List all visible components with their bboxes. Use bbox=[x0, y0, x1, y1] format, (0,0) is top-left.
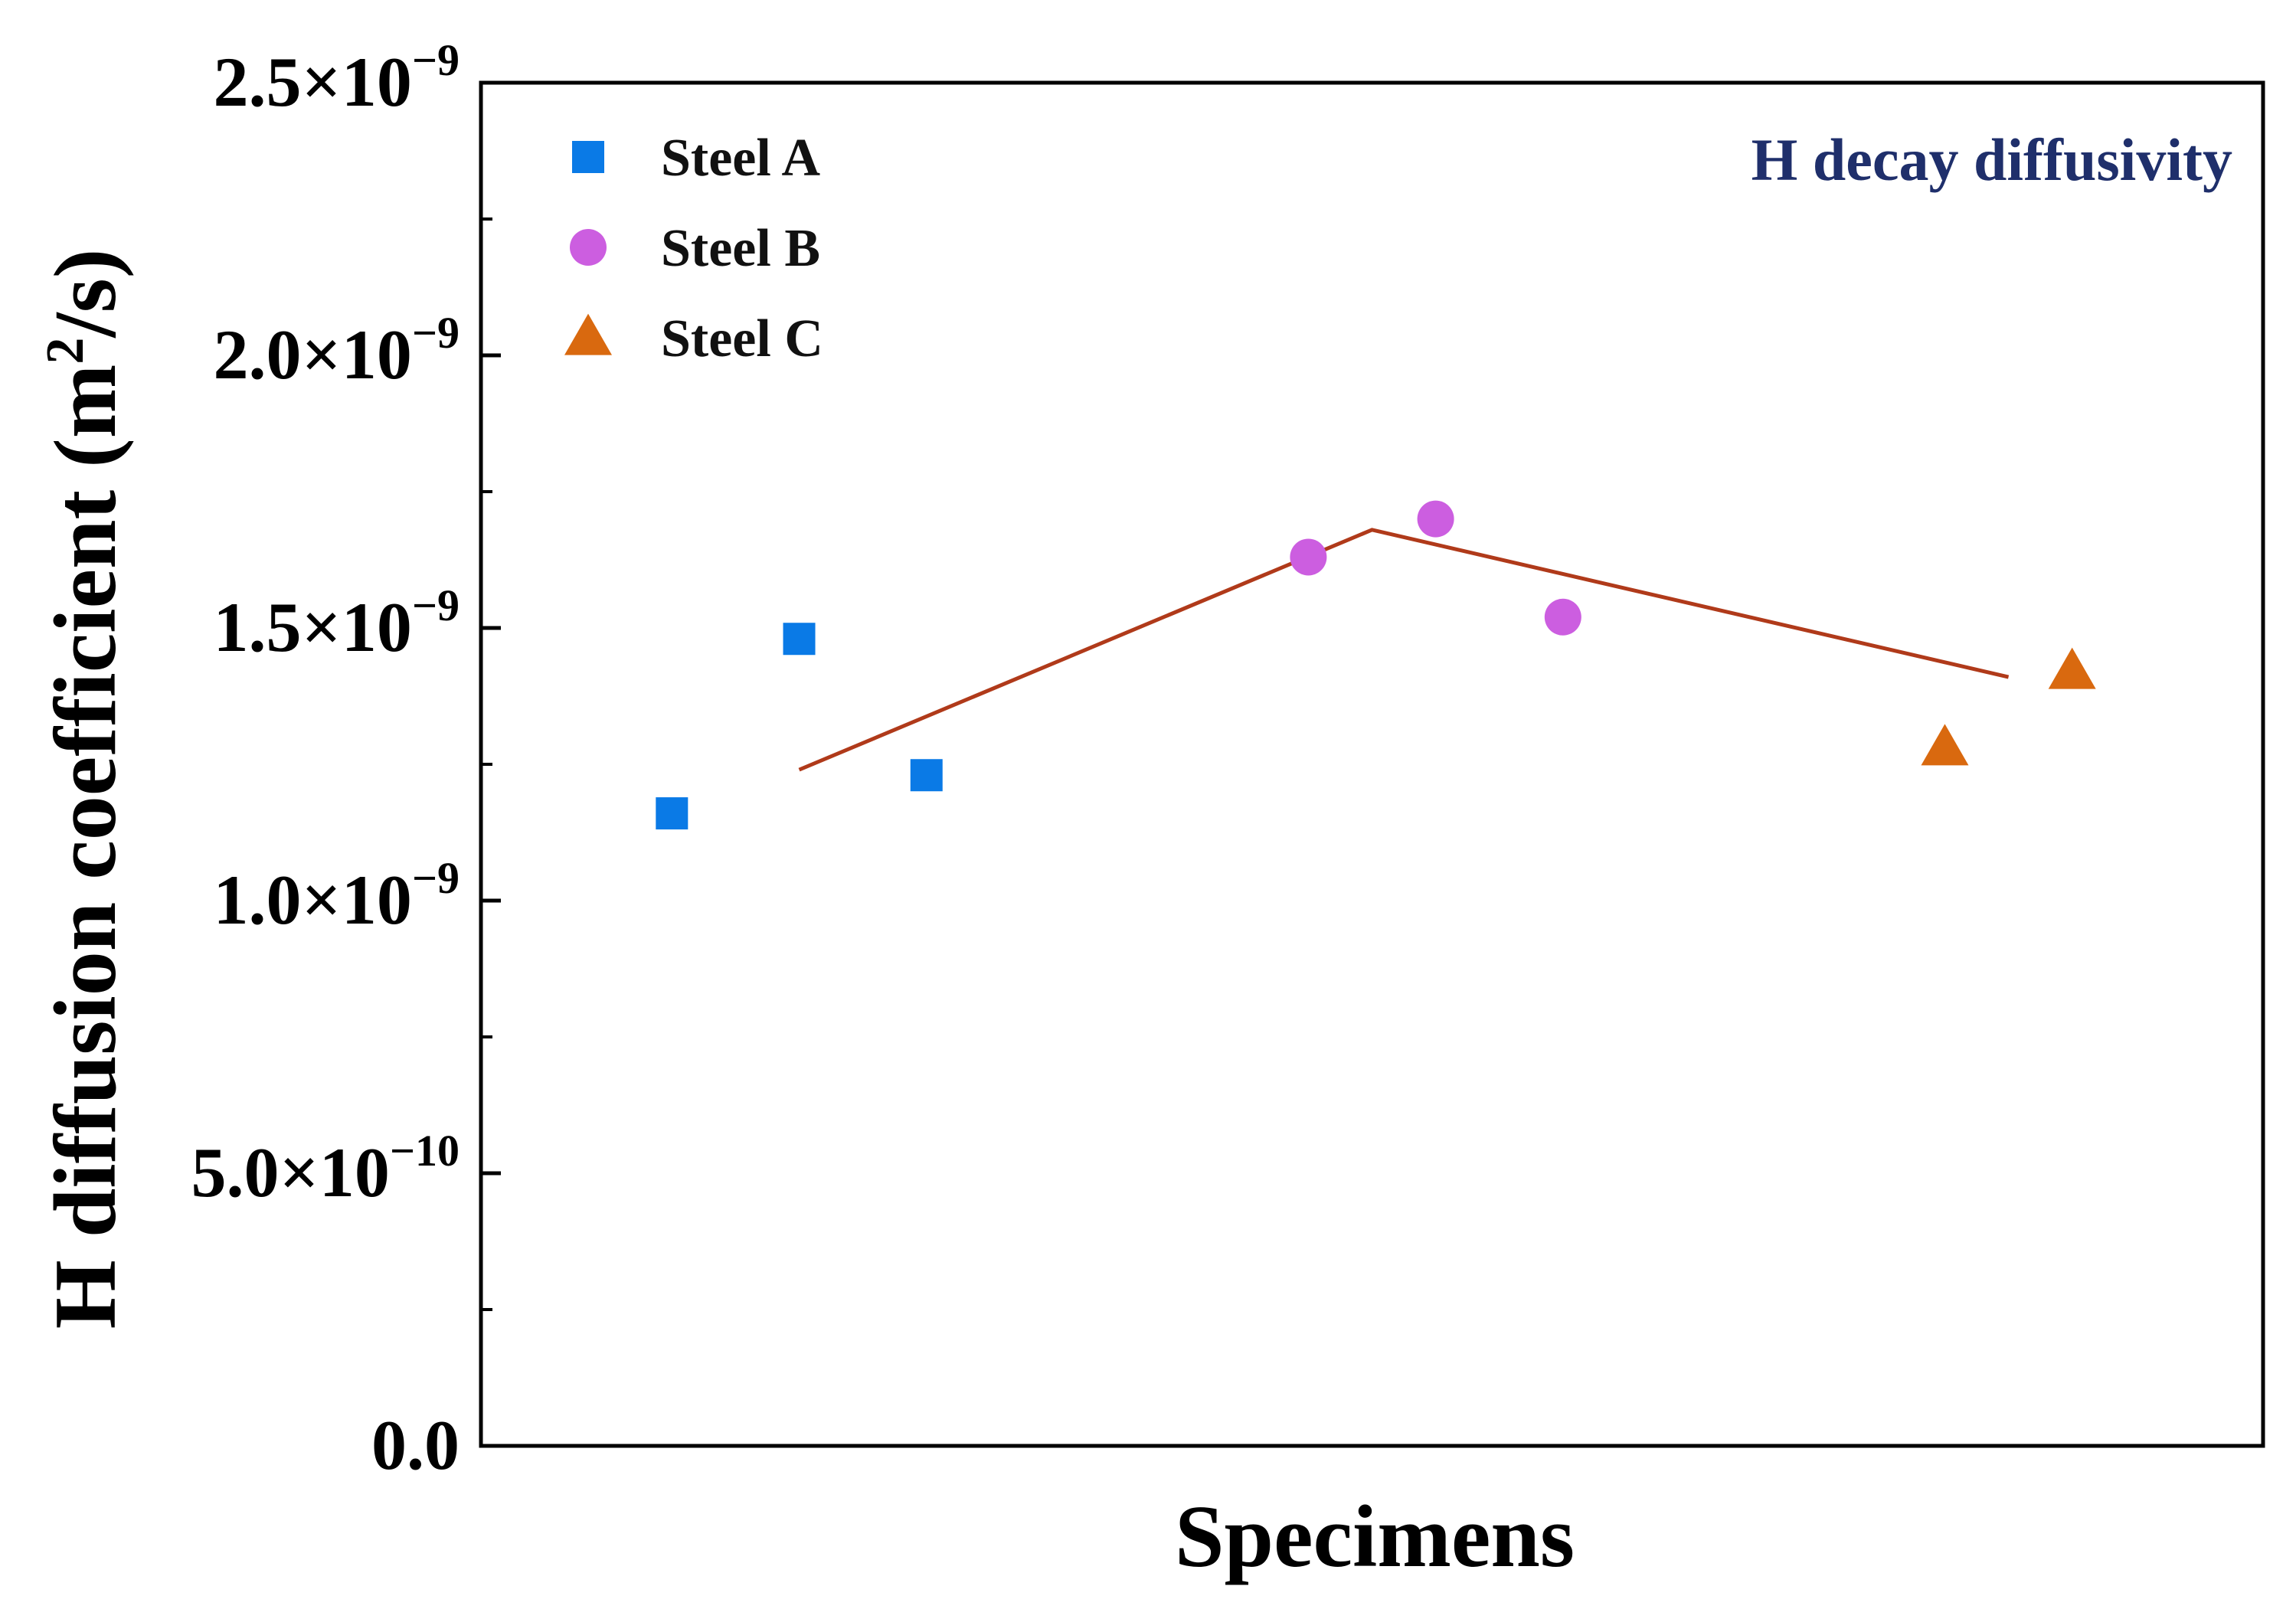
y-tick-label: 2.5×10−9 bbox=[214, 35, 460, 121]
y-tick-label-mantissa: 2.5×10 bbox=[214, 43, 412, 121]
y-tick-label-exponent: −9 bbox=[412, 853, 460, 903]
x-axis-label: Specimens bbox=[1175, 1488, 1575, 1586]
data-point-steel-c bbox=[1921, 724, 1969, 766]
trend-line bbox=[798, 528, 2010, 772]
y-axis-label-main: H diffusion coefficient (m bbox=[37, 365, 135, 1329]
y-tick-label-exponent: −10 bbox=[390, 1126, 460, 1176]
legend-label-steel-c: Steel C bbox=[661, 309, 823, 368]
y-tick-label-exponent: −9 bbox=[412, 580, 460, 630]
data-point-steel-a bbox=[656, 797, 688, 830]
y-tick-label: 2.0×10−9 bbox=[214, 308, 460, 394]
y-tick-label-mantissa: 1.0×10 bbox=[214, 861, 412, 939]
plot-frame bbox=[479, 80, 2265, 1448]
legend-marker-steel-b bbox=[570, 229, 607, 266]
y-tick-label-exponent: −9 bbox=[412, 308, 460, 358]
annotation-text: H decay diffusivity bbox=[1751, 126, 2232, 193]
y-tick-label: 0.0 bbox=[371, 1406, 460, 1484]
data-point-steel-b bbox=[1417, 500, 1454, 538]
y-axis-label-tail: /s) bbox=[37, 249, 135, 339]
y-tick-label-mantissa: 0.0 bbox=[371, 1406, 460, 1484]
data-point-steel-a bbox=[783, 623, 816, 656]
y-axis-label-sup: 2 bbox=[36, 338, 95, 365]
y-tick-label-exponent: −9 bbox=[412, 35, 460, 85]
y-tick-label: 5.0×10−10 bbox=[191, 1126, 460, 1212]
y-tick-label-mantissa: 5.0×10 bbox=[191, 1133, 390, 1212]
data-point-steel-c bbox=[2048, 647, 2096, 689]
legend-marker-steel-a bbox=[572, 141, 604, 173]
data-point-steel-b bbox=[1544, 598, 1581, 636]
data-point-steel-b bbox=[1290, 538, 1327, 576]
y-axis-label: H diffusion coefficient (m2/s) bbox=[36, 249, 135, 1329]
legend-label-steel-a: Steel A bbox=[661, 129, 820, 188]
legend-marker-steel-c bbox=[564, 313, 612, 355]
y-tick-label-mantissa: 2.0×10 bbox=[214, 316, 412, 394]
data-point-steel-a bbox=[910, 759, 943, 792]
y-tick-label: 1.5×10−9 bbox=[214, 580, 460, 666]
y-tick-label: 1.0×10−9 bbox=[214, 853, 460, 939]
y-tick-label-mantissa: 1.5×10 bbox=[214, 588, 412, 666]
legend-label-steel-b: Steel B bbox=[661, 219, 820, 278]
